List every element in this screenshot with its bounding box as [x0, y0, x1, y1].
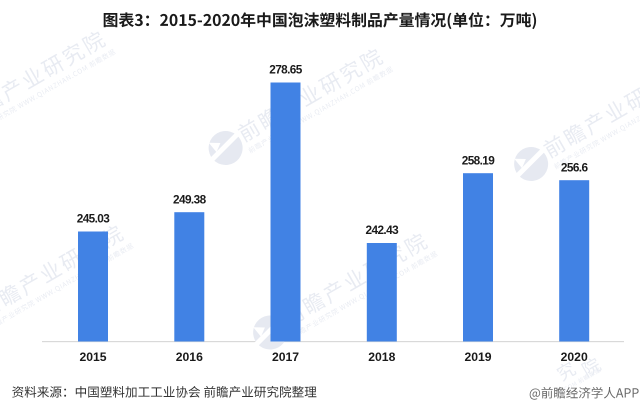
svg-text:2018: 2018: [368, 350, 395, 364]
svg-text:258.19: 258.19: [462, 153, 496, 167]
svg-text:245.03: 245.03: [77, 212, 111, 226]
svg-text:2016: 2016: [176, 350, 203, 364]
svg-text:249.38: 249.38: [173, 192, 207, 206]
svg-text:2019: 2019: [464, 350, 491, 364]
svg-text:242.43: 242.43: [366, 223, 400, 237]
svg-text:2017: 2017: [272, 350, 299, 364]
svg-text:278.65: 278.65: [269, 63, 303, 77]
svg-text:2020: 2020: [561, 350, 588, 364]
svg-text:256.6: 256.6: [561, 160, 589, 174]
svg-text:2015: 2015: [79, 350, 106, 364]
